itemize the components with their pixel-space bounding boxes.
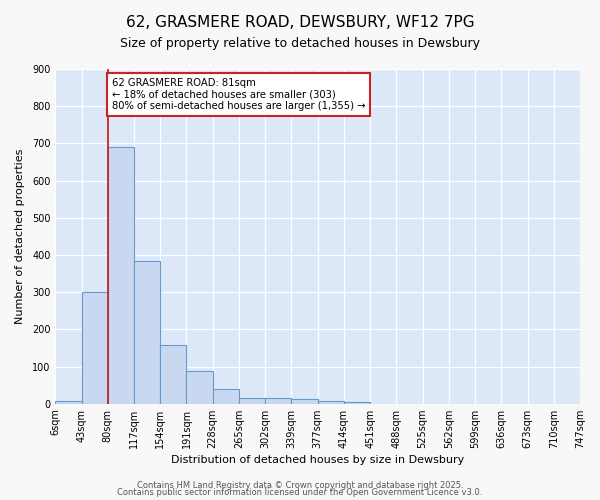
Text: Size of property relative to detached houses in Dewsbury: Size of property relative to detached ho… bbox=[120, 38, 480, 51]
Bar bbox=[344, 402, 370, 404]
Bar bbox=[317, 400, 344, 404]
Text: 62 GRASMERE ROAD: 81sqm
← 18% of detached houses are smaller (303)
80% of semi-d: 62 GRASMERE ROAD: 81sqm ← 18% of detache… bbox=[112, 78, 365, 112]
Bar bbox=[134, 260, 160, 404]
Text: 62, GRASMERE ROAD, DEWSBURY, WF12 7PG: 62, GRASMERE ROAD, DEWSBURY, WF12 7PG bbox=[125, 15, 475, 30]
Bar bbox=[239, 398, 265, 404]
Bar bbox=[55, 400, 82, 404]
Bar bbox=[108, 147, 134, 404]
Bar bbox=[265, 398, 292, 404]
Bar bbox=[292, 399, 317, 404]
Bar bbox=[160, 345, 187, 404]
X-axis label: Distribution of detached houses by size in Dewsbury: Distribution of detached houses by size … bbox=[171, 455, 464, 465]
Y-axis label: Number of detached properties: Number of detached properties bbox=[15, 148, 25, 324]
Text: Contains HM Land Registry data © Crown copyright and database right 2025.: Contains HM Land Registry data © Crown c… bbox=[137, 480, 463, 490]
Bar bbox=[187, 371, 213, 404]
Text: Contains public sector information licensed under the Open Government Licence v3: Contains public sector information licen… bbox=[118, 488, 482, 497]
Bar bbox=[82, 292, 108, 404]
Bar bbox=[213, 389, 239, 404]
